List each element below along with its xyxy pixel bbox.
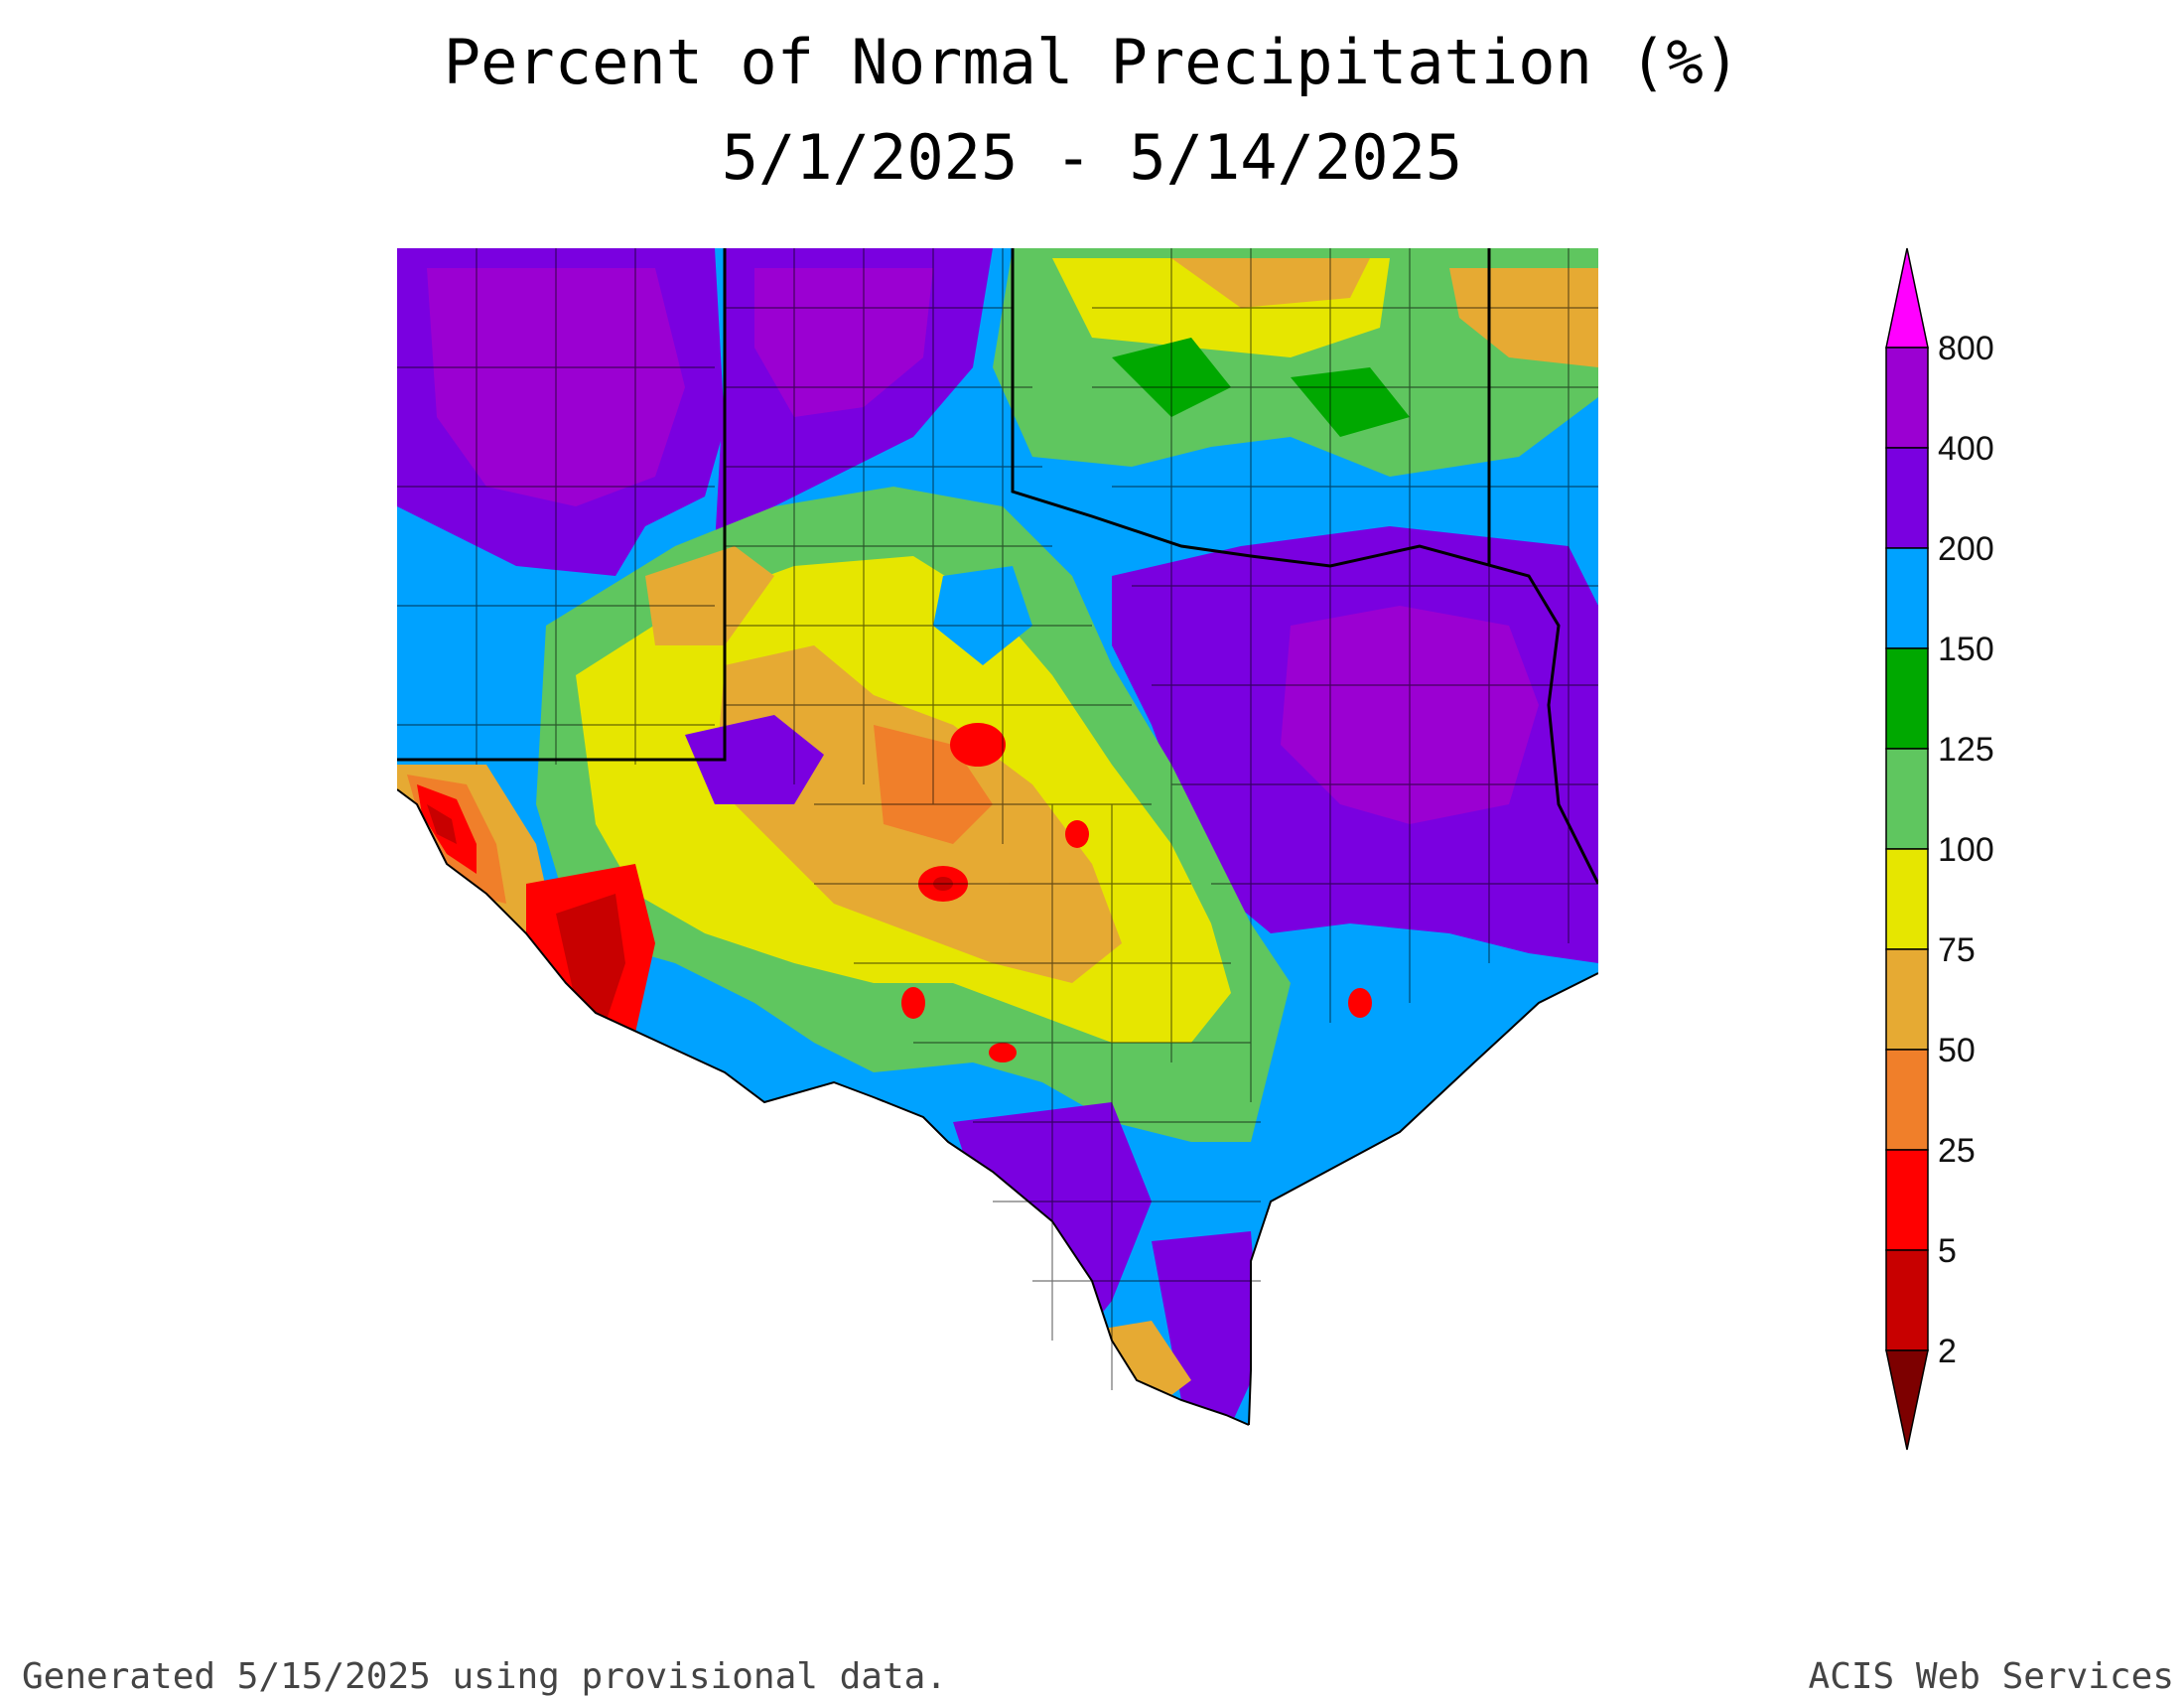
legend-swatch	[1885, 647, 1929, 750]
coastline	[1248, 972, 1598, 1426]
legend-label: 150	[1938, 631, 1994, 668]
precipitation-map	[397, 248, 1598, 1426]
map-date-range: 5/1/2025 - 5/14/2025	[721, 121, 1463, 194]
legend-swatch	[1885, 1049, 1929, 1151]
generated-note: Generated 5/15/2025 using provisional da…	[22, 1656, 947, 1697]
map-title: Percent of Normal Precipitation (%)	[443, 26, 1741, 98]
legend-label: 400	[1938, 430, 1994, 468]
legend-swatch	[1885, 547, 1929, 649]
legend-label: 75	[1938, 931, 1976, 969]
precip-shading	[397, 248, 1598, 1425]
legend-arrow-top	[1885, 247, 1929, 349]
rio-grande-border	[397, 788, 1250, 1426]
legend-swatch	[1885, 447, 1929, 549]
legend-label: 50	[1938, 1032, 1976, 1069]
legend-swatch	[1885, 1249, 1929, 1351]
legend-label: 800	[1938, 330, 1994, 367]
legend-label: 25	[1938, 1132, 1976, 1170]
legend-swatch	[1885, 848, 1929, 950]
legend-swatch	[1885, 748, 1929, 850]
legend-label: 200	[1938, 530, 1994, 568]
legend-label: 100	[1938, 831, 1994, 869]
legend-label: 5	[1938, 1232, 1957, 1270]
boundaries	[397, 248, 1598, 1390]
legend-label: 2	[1938, 1333, 1957, 1370]
legend-swatch	[1885, 1149, 1929, 1251]
legend-swatch	[1885, 347, 1929, 449]
state-borders	[397, 248, 1598, 885]
legend-label: 125	[1938, 731, 1994, 769]
legend-swatch	[1885, 948, 1929, 1051]
color-legend: 800 400 200 150 125 100 75 50 25 5 2	[1885, 247, 1994, 1451]
credit-text: ACIS Web Services	[1808, 1656, 2174, 1697]
legend-arrow-bottom	[1885, 1349, 1929, 1451]
